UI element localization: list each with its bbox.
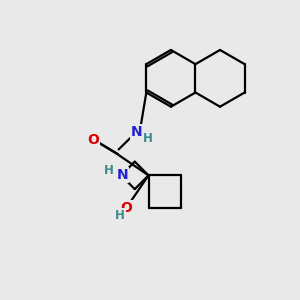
- Text: O: O: [120, 201, 132, 215]
- Text: H: H: [115, 209, 125, 222]
- Text: H: H: [103, 164, 113, 177]
- Text: O: O: [87, 133, 99, 146]
- Text: H: H: [143, 132, 153, 145]
- Text: N: N: [117, 168, 128, 182]
- Text: N: N: [131, 125, 142, 139]
